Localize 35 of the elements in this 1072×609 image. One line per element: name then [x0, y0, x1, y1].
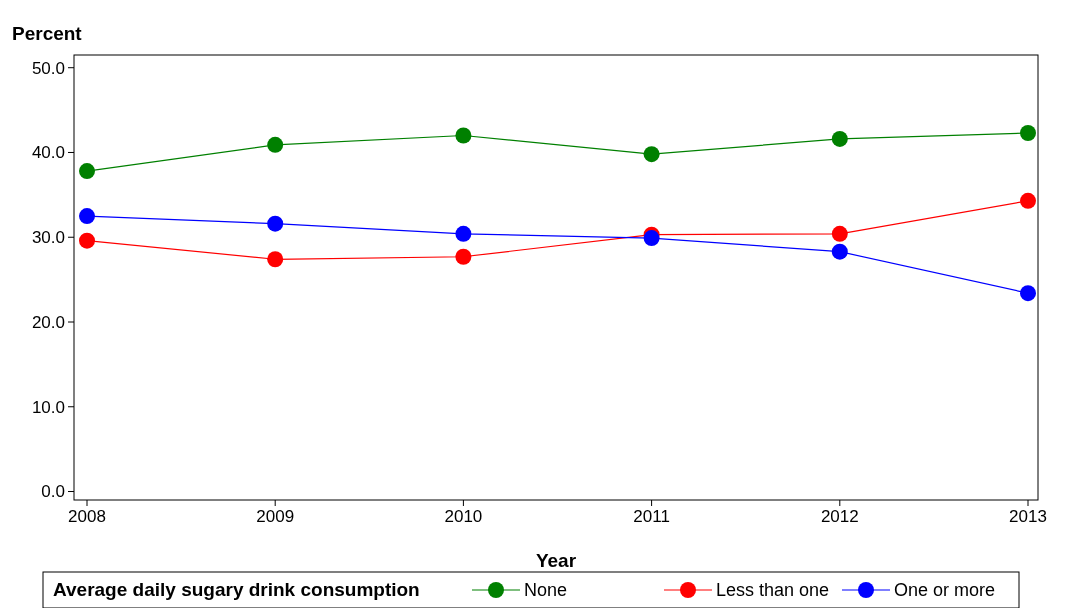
point — [831, 225, 848, 242]
point — [267, 251, 284, 268]
point — [79, 208, 95, 225]
point — [267, 136, 284, 153]
legend-label: None — [524, 580, 568, 600]
y-tick-label: 30.0 — [31, 228, 65, 248]
point — [643, 146, 660, 163]
x-tick-label: 2012 — [820, 507, 859, 526]
x-tick-label: 2010 — [444, 507, 483, 526]
point — [831, 243, 848, 260]
point — [79, 163, 95, 180]
x-tick-label: 2009 — [256, 507, 295, 526]
x-tick-label: 2013 — [1009, 507, 1047, 526]
y-tick-label: 20.0 — [31, 312, 65, 332]
x-tick-label: 2011 — [633, 507, 670, 526]
point — [1020, 124, 1036, 141]
point — [1020, 285, 1036, 302]
point — [79, 232, 95, 249]
point — [831, 130, 848, 147]
legend-title: Average daily sugary drink consumption — [53, 579, 420, 600]
point — [455, 248, 472, 265]
point — [1020, 192, 1036, 209]
y-tick-label: 50.0 — [31, 58, 65, 78]
point — [643, 230, 660, 247]
x-axis-title: Year — [535, 550, 577, 571]
legend-label: Less than one — [716, 580, 830, 600]
legend-label: One or more — [894, 580, 996, 600]
point — [455, 127, 472, 144]
x-tick-label: 2008 — [68, 507, 106, 526]
point — [455, 225, 472, 242]
y-tick-label: 0.0 — [41, 482, 65, 502]
y-tick-label: 10.0 — [31, 397, 65, 417]
point — [267, 215, 284, 232]
y-tick-label: 40.0 — [31, 143, 65, 163]
y-axis-title: Percent — [12, 23, 83, 44]
